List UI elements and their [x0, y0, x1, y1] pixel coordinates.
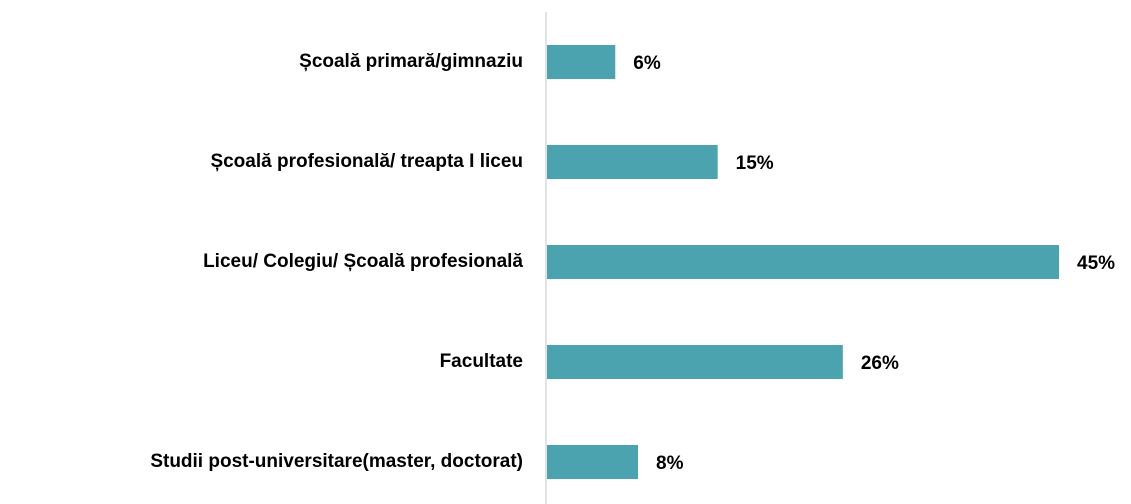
bar — [547, 245, 1059, 279]
value-label: 15% — [736, 153, 774, 174]
category-label: Studii post-universitare(master, doctora… — [150, 451, 523, 472]
category-label: Școală profesională/ treapta I liceu — [210, 151, 523, 172]
category-label: Școală primară/gimnaziu — [299, 51, 523, 72]
bar — [547, 45, 616, 79]
category-label: Liceu/ Colegiu/ Școală profesională — [203, 251, 523, 272]
value-label: 45% — [1077, 253, 1115, 274]
value-label: 8% — [656, 453, 684, 474]
bar — [547, 345, 843, 379]
value-label: 6% — [633, 53, 661, 74]
bar — [547, 145, 718, 179]
bar — [547, 445, 639, 479]
category-label: Facultate — [440, 351, 523, 372]
value-label: 26% — [861, 353, 899, 374]
